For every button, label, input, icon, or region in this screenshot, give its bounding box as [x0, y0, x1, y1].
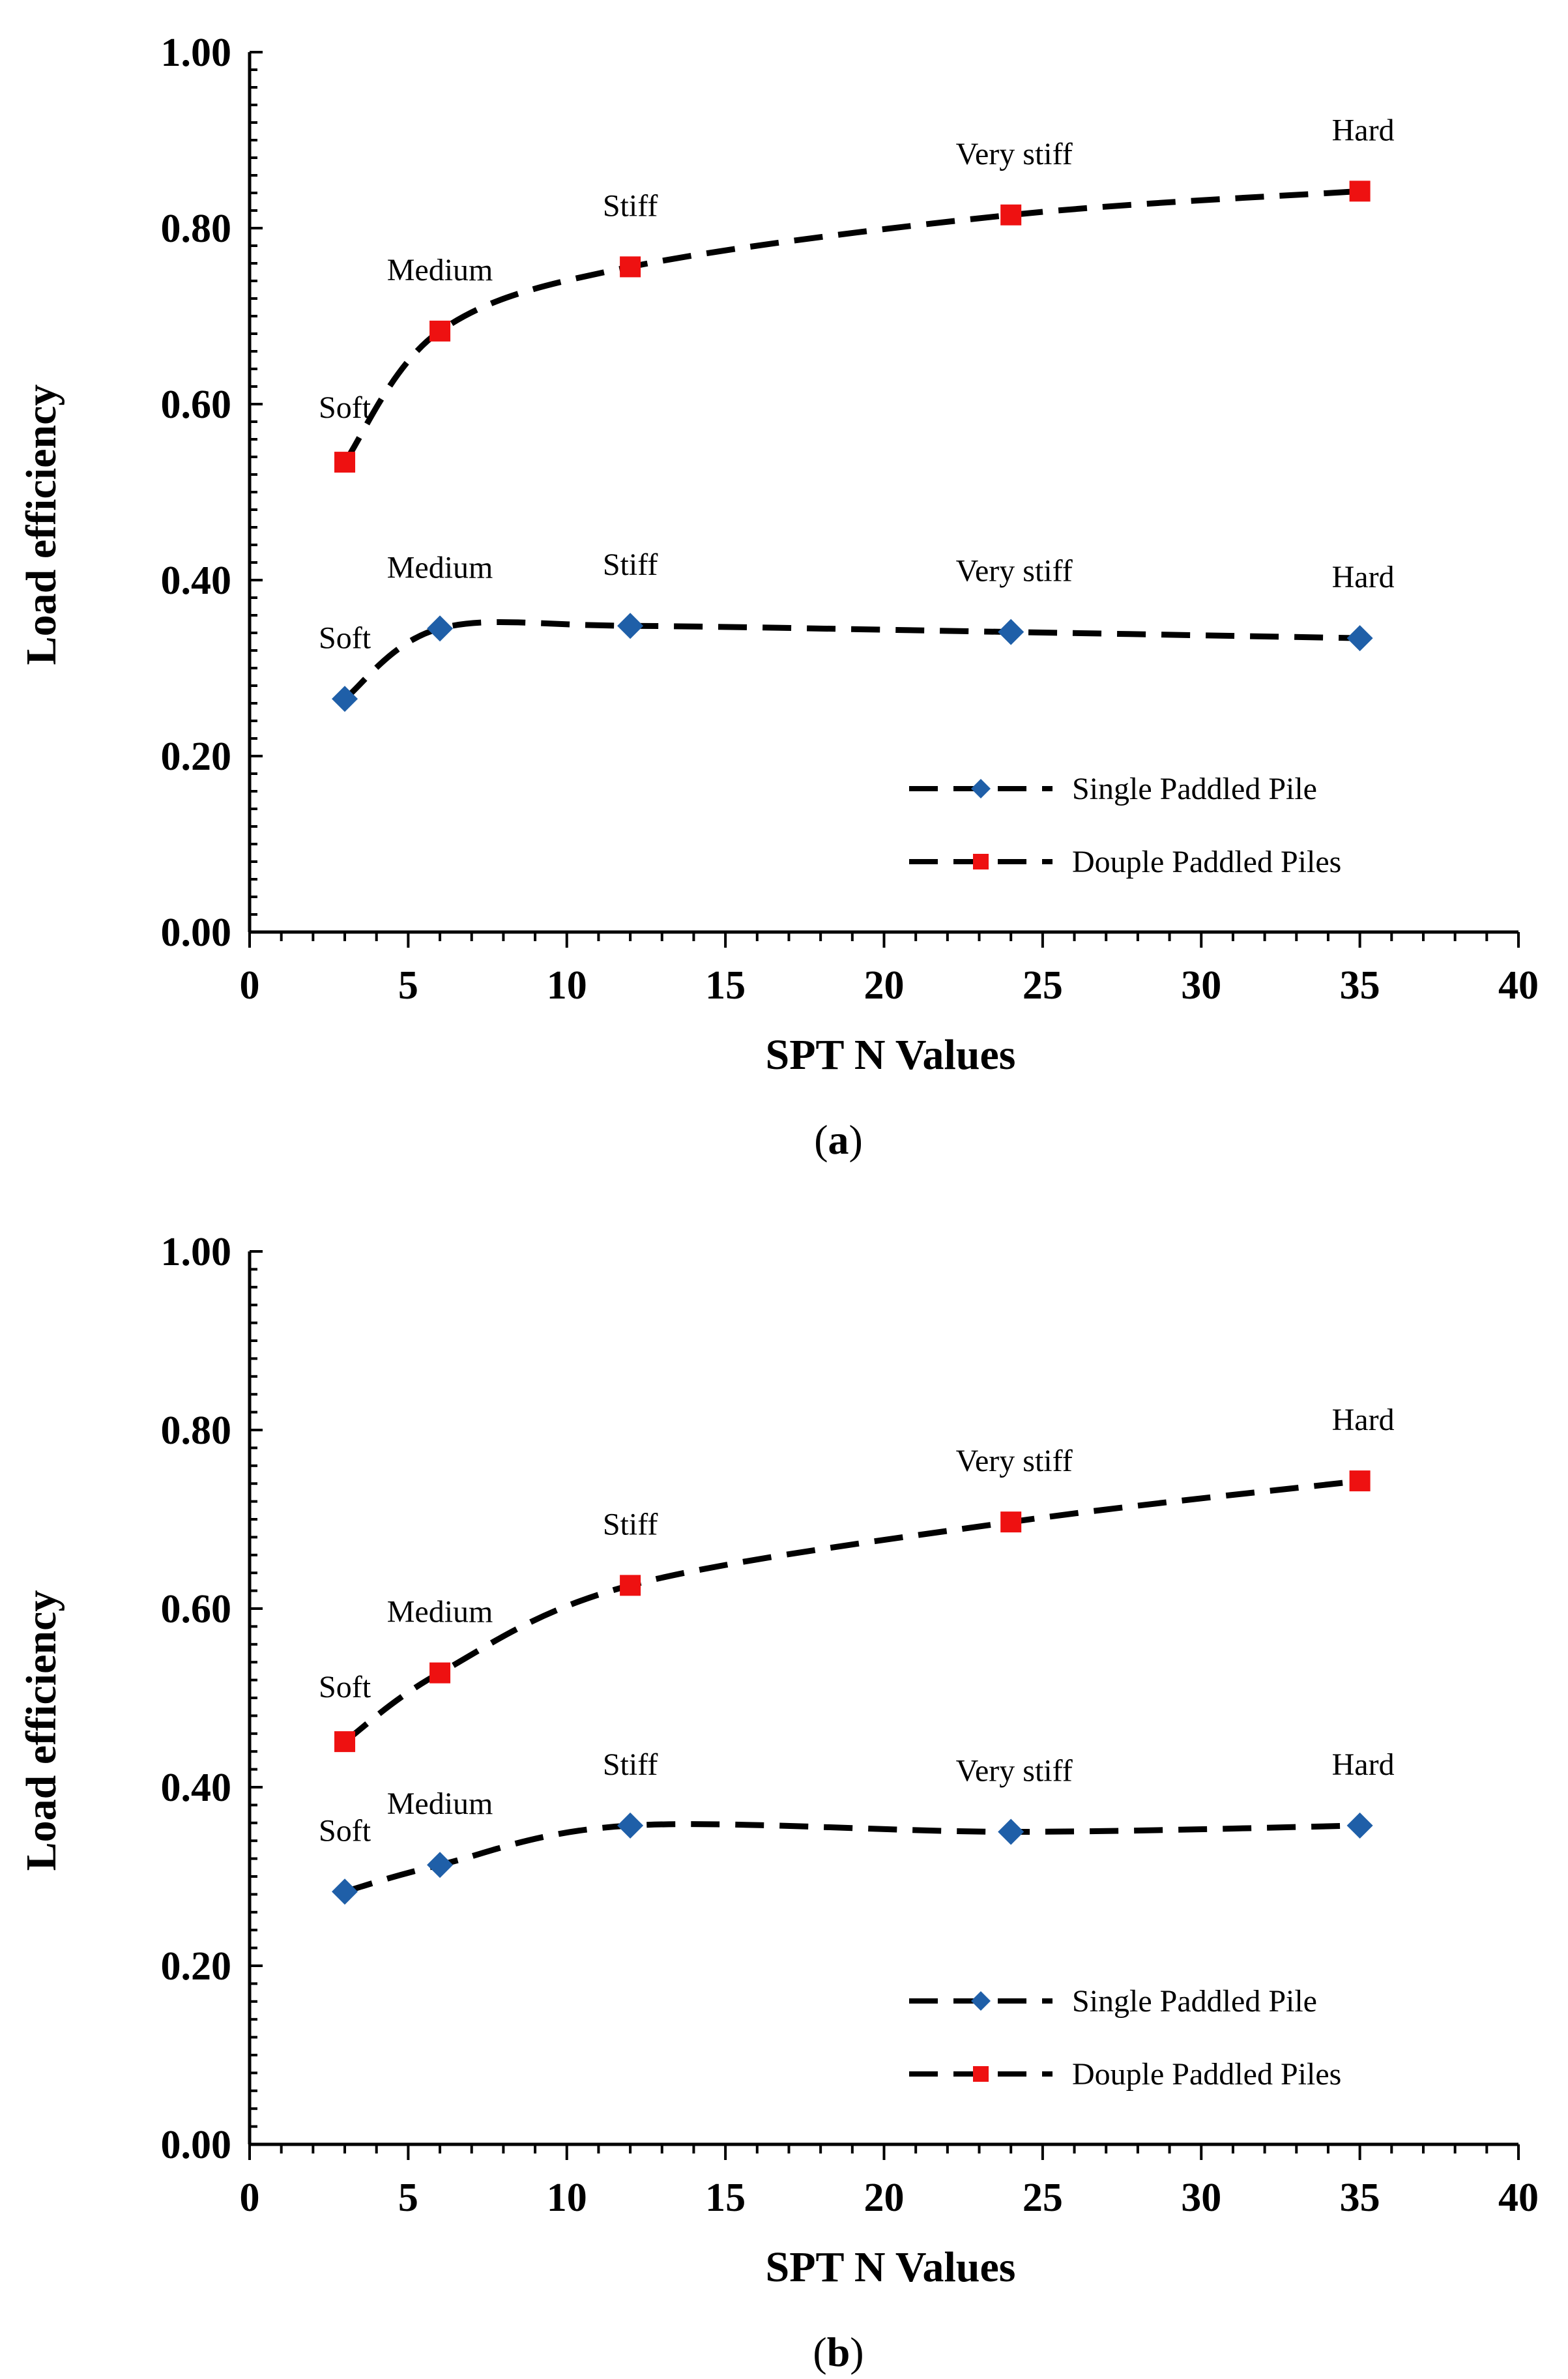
y-tick-label: 1.00: [161, 31, 232, 75]
point-annotation: Hard: [1332, 1747, 1395, 1782]
legend-label: Douple Paddled Piles: [1072, 2057, 1341, 2092]
point-annotation: Medium: [387, 1595, 493, 1629]
point-annotation: Stiff: [603, 1507, 658, 1541]
caption-paren: ): [850, 2329, 864, 2375]
data-point-diamond: [617, 1812, 644, 1839]
caption-paren: (: [813, 2329, 826, 2375]
y-axis-title: Load efficiency: [18, 385, 65, 665]
point-annotation: Very stiff: [956, 137, 1073, 171]
point-annotation: Very stiff: [956, 554, 1073, 589]
y-tick-label: 0.00: [161, 911, 232, 955]
series-line-douple: [343, 1478, 1361, 1744]
caption-paren: ): [849, 1117, 863, 1163]
point-annotation: Soft: [319, 390, 371, 425]
data-point-diamond: [332, 1878, 358, 1905]
data-point-diamond: [332, 686, 358, 712]
data-point-square: [1000, 1511, 1022, 1533]
y-tick-label: 1.00: [161, 1230, 232, 1274]
x-tick-label: 25: [1023, 2176, 1063, 2220]
y-tick-label: 0.60: [161, 383, 232, 427]
point-annotation: Stiff: [603, 188, 658, 223]
point-annotation: Medium: [387, 1787, 493, 1821]
x-tick-label: 0: [240, 963, 260, 1008]
data-point-diamond: [998, 1818, 1024, 1845]
data-point-diamond: [617, 613, 644, 639]
y-tick-label: 0.40: [161, 1766, 232, 1810]
data-point-square: [1000, 204, 1022, 226]
point-annotation: Soft: [319, 620, 371, 655]
data-point-diamond: [998, 619, 1024, 645]
y-tick-label: 0.20: [161, 735, 232, 779]
legend-marker-diamond: [971, 1991, 991, 2011]
point-annotation: Soft: [319, 1670, 371, 1704]
legend-marker-diamond: [971, 779, 991, 798]
point-annotation: Very stiff: [956, 1754, 1073, 1788]
x-tick-label: 0: [240, 2176, 260, 2220]
chart-panel-a: 0.00 0.20 0.40 0.60 0.80 1.00 0 5 10 15 20 25 30 35 40…: [18, 31, 1539, 1163]
x-tick-label: 30: [1181, 2176, 1221, 2220]
data-point-square: [429, 320, 451, 342]
data-point-square: [1349, 1470, 1371, 1492]
caption-letter: b: [827, 2329, 850, 2375]
x-tick-label: 15: [705, 963, 746, 1008]
data-point-diamond: [1346, 1812, 1373, 1839]
y-tick-label: 0.80: [161, 207, 232, 251]
x-tick-label: 35: [1340, 2176, 1380, 2220]
x-axis-title: SPT N Values: [766, 2243, 1016, 2291]
y-tick-label: 0.80: [161, 1408, 232, 1453]
legend-label: Single Paddled Pile: [1072, 772, 1317, 806]
y-tick-label: 0.00: [161, 2123, 232, 2167]
point-annotation: Stiff: [603, 547, 658, 582]
panel-caption: (b): [813, 2329, 864, 2375]
data-point-diamond: [427, 1852, 454, 1878]
legend-label: Single Paddled Pile: [1072, 1984, 1317, 2019]
x-tick-label: 35: [1340, 963, 1380, 1008]
y-tick-label: 0.40: [161, 559, 232, 603]
point-annotation: Hard: [1332, 1403, 1395, 1437]
x-tick-label: 10: [547, 2176, 587, 2220]
x-tick-label: 30: [1181, 963, 1221, 1008]
point-annotation: Medium: [387, 550, 493, 585]
x-tick-label: 40: [1498, 2176, 1539, 2220]
x-tick-label: 5: [398, 963, 418, 1008]
legend-marker-square: [973, 854, 989, 869]
legend-label: Douple Paddled Piles: [1072, 845, 1341, 879]
series-line-single: [343, 1821, 1360, 1895]
point-annotation: Soft: [319, 1813, 371, 1848]
data-point-square: [620, 1575, 641, 1596]
chart-panel-b: 0.00 0.20 0.40 0.60 0.80 1.00 0 5 10 15 20 25 30 35 40…: [18, 1230, 1539, 2375]
data-point-square: [334, 452, 356, 473]
panel-caption: (a): [814, 1117, 863, 1163]
point-annotation: Hard: [1332, 560, 1395, 594]
point-annotation: Very stiff: [956, 1444, 1073, 1478]
point-annotation: Medium: [387, 253, 493, 287]
point-annotation: Hard: [1332, 113, 1395, 147]
series-line-single: [343, 619, 1360, 701]
caption-letter: a: [828, 1117, 849, 1163]
x-tick-label: 5: [398, 2176, 418, 2220]
data-point-diamond: [427, 615, 454, 642]
series-line-douple: [342, 188, 1360, 464]
data-point-square: [429, 1662, 451, 1684]
data-point-square: [334, 1731, 356, 1753]
x-tick-label: 20: [864, 2176, 905, 2220]
y-axis-title: Load efficiency: [18, 1590, 65, 1871]
legend-marker-square: [973, 2066, 989, 2082]
y-tick-label: 0.60: [161, 1587, 232, 1631]
x-axis-title: SPT N Values: [766, 1031, 1016, 1079]
x-tick-label: 20: [864, 963, 905, 1008]
data-point-square: [1349, 181, 1371, 202]
data-point-square: [620, 256, 641, 278]
x-tick-label: 25: [1023, 963, 1063, 1008]
x-tick-label: 15: [705, 2176, 746, 2220]
point-annotation: Stiff: [603, 1747, 658, 1782]
x-tick-label: 10: [547, 963, 587, 1008]
y-tick-label: 0.20: [161, 1944, 232, 1989]
x-tick-label: 40: [1498, 963, 1539, 1008]
caption-paren: (: [814, 1117, 828, 1163]
data-point-diamond: [1346, 625, 1373, 652]
